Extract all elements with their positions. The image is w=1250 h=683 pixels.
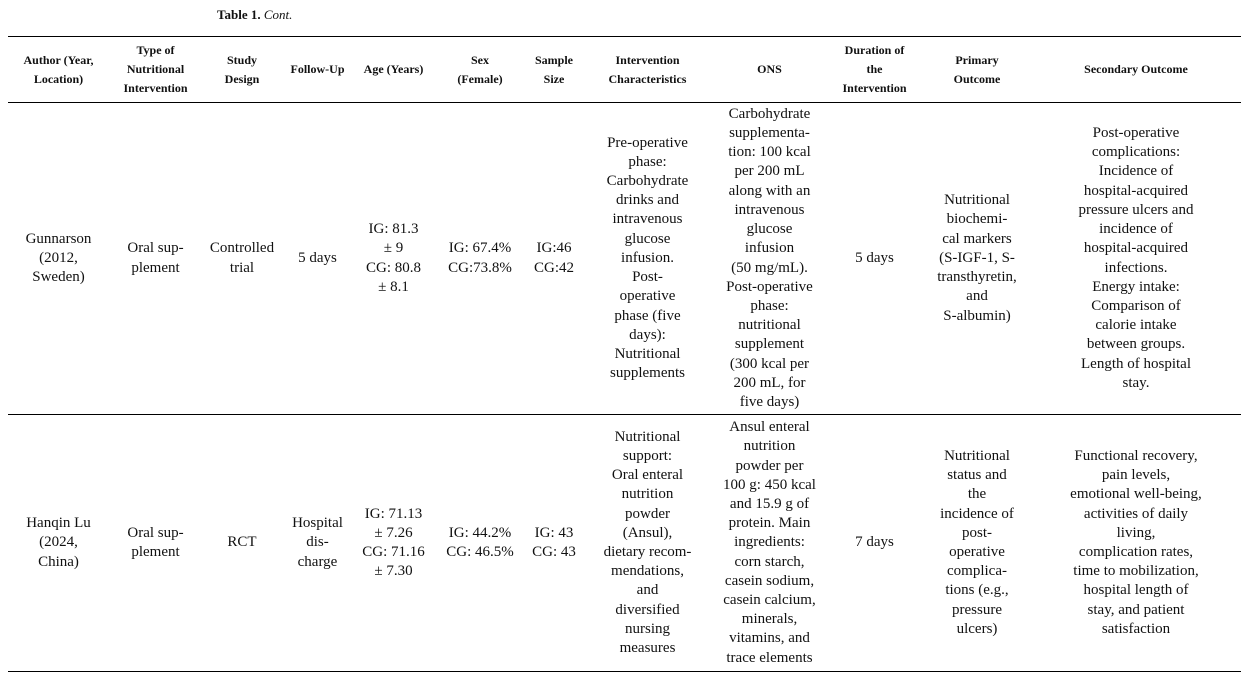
cell-ons: Carbohydrate supplementa- tion: 100 kcal…	[713, 102, 826, 415]
header-primary-outcome: Primary Outcome	[923, 36, 1031, 103]
cell-follow-up: 5 days	[282, 102, 353, 415]
header-study-design: Study Design	[202, 36, 282, 103]
header-ons: ONS	[713, 36, 826, 103]
header-row: Author (Year, Location) Type of Nutritio…	[8, 36, 1241, 103]
header-age: Age (Years)	[353, 36, 434, 103]
cell-duration: 5 days	[826, 102, 923, 415]
cell-intervention-characteristics: Pre-operative phase: Carbohydrate drinks…	[582, 102, 713, 415]
cell-sex: IG: 67.4% CG:73.8%	[434, 102, 526, 415]
cell-secondary-outcome: Post-operative complications: Incidence …	[1031, 102, 1241, 415]
header-sex: Sex (Female)	[434, 36, 526, 103]
header-duration: Duration of the Intervention	[826, 36, 923, 103]
header-follow-up: Follow-Up	[282, 36, 353, 103]
cell-primary-outcome: Nutritional biochemi- cal markers (S-IGF…	[923, 102, 1031, 415]
cell-age: IG: 81.3 ± 9 CG: 80.8 ± 8.1	[353, 102, 434, 415]
cell-intervention-type: Oral sup- plement	[109, 102, 202, 415]
cell-sample-size: IG: 43 CG: 43	[526, 414, 582, 672]
table-caption: Table 1. Cont.	[217, 7, 292, 23]
cell-study-design: RCT	[202, 414, 282, 672]
cell-intervention-type: Oral sup- plement	[109, 414, 202, 672]
cell-intervention-characteristics: Nutritional support: Oral enteral nutrit…	[582, 414, 713, 672]
table-caption-text: Cont.	[263, 7, 293, 22]
header-intervention-type: Type of Nutritional Intervention	[109, 36, 202, 103]
cell-secondary-outcome: Functional recovery, pain levels, emotio…	[1031, 414, 1241, 672]
table-row: Hanqin Lu (2024, China) Oral sup- plemen…	[8, 414, 1241, 672]
cell-primary-outcome: Nutritional status and the incidence of …	[923, 414, 1031, 672]
header-secondary-outcome: Secondary Outcome	[1031, 36, 1241, 103]
cell-duration: 7 days	[826, 414, 923, 672]
cell-sex: IG: 44.2% CG: 46.5%	[434, 414, 526, 672]
header-intervention-characteristics: Intervention Characteristics	[582, 36, 713, 103]
table-caption-label: Table 1.	[217, 7, 261, 22]
header-sample-size: Sample Size	[526, 36, 582, 103]
data-table: Author (Year, Location) Type of Nutritio…	[8, 36, 1241, 672]
cell-author: Gunnarson (2012, Sweden)	[8, 102, 109, 415]
cell-study-design: Controlled trial	[202, 102, 282, 415]
header-author: Author (Year, Location)	[8, 36, 109, 103]
cell-follow-up: Hospital dis- charge	[282, 414, 353, 672]
cell-author: Hanqin Lu (2024, China)	[8, 414, 109, 672]
table-row: Gunnarson (2012, Sweden) Oral sup- pleme…	[8, 102, 1241, 415]
cell-sample-size: IG:46 CG:42	[526, 102, 582, 415]
cell-age: IG: 71.13 ± 7.26 CG: 71.16 ± 7.30	[353, 414, 434, 672]
cell-ons: Ansul enteral nutrition powder per 100 g…	[713, 414, 826, 672]
